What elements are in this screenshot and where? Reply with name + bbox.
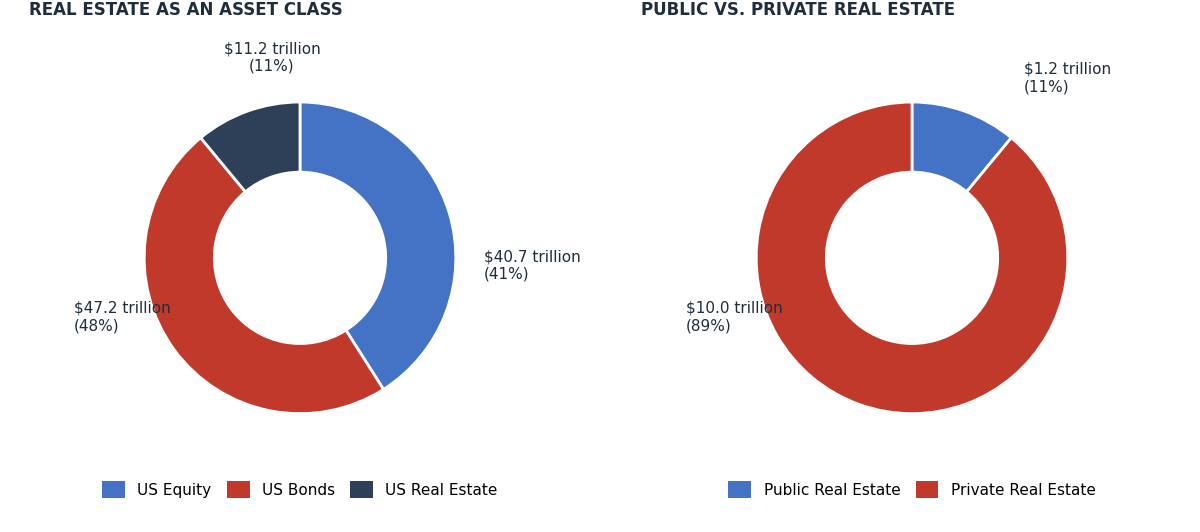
Text: $40.7 trillion
(41%): $40.7 trillion (41%): [484, 250, 581, 282]
Text: PUBLIC VS. PRIVATE REAL ESTATE: PUBLIC VS. PRIVATE REAL ESTATE: [641, 1, 955, 19]
Text: $11.2 trillion
(11%): $11.2 trillion (11%): [223, 41, 320, 74]
Text: $1.2 trillion
(11%): $1.2 trillion (11%): [1024, 62, 1111, 94]
Wedge shape: [300, 102, 456, 389]
Wedge shape: [200, 102, 300, 192]
Wedge shape: [912, 102, 1012, 192]
Wedge shape: [144, 138, 384, 413]
Text: $47.2 trillion
(48%): $47.2 trillion (48%): [74, 301, 170, 333]
Wedge shape: [756, 102, 1068, 414]
Legend: Public Real Estate, Private Real Estate: Public Real Estate, Private Real Estate: [722, 475, 1102, 504]
Text: REAL ESTATE AS AN ASSET CLASS: REAL ESTATE AS AN ASSET CLASS: [29, 1, 343, 19]
Legend: US Equity, US Bonds, US Real Estate: US Equity, US Bonds, US Real Estate: [96, 475, 504, 504]
Text: $10.0 trillion
(89%): $10.0 trillion (89%): [686, 301, 782, 333]
